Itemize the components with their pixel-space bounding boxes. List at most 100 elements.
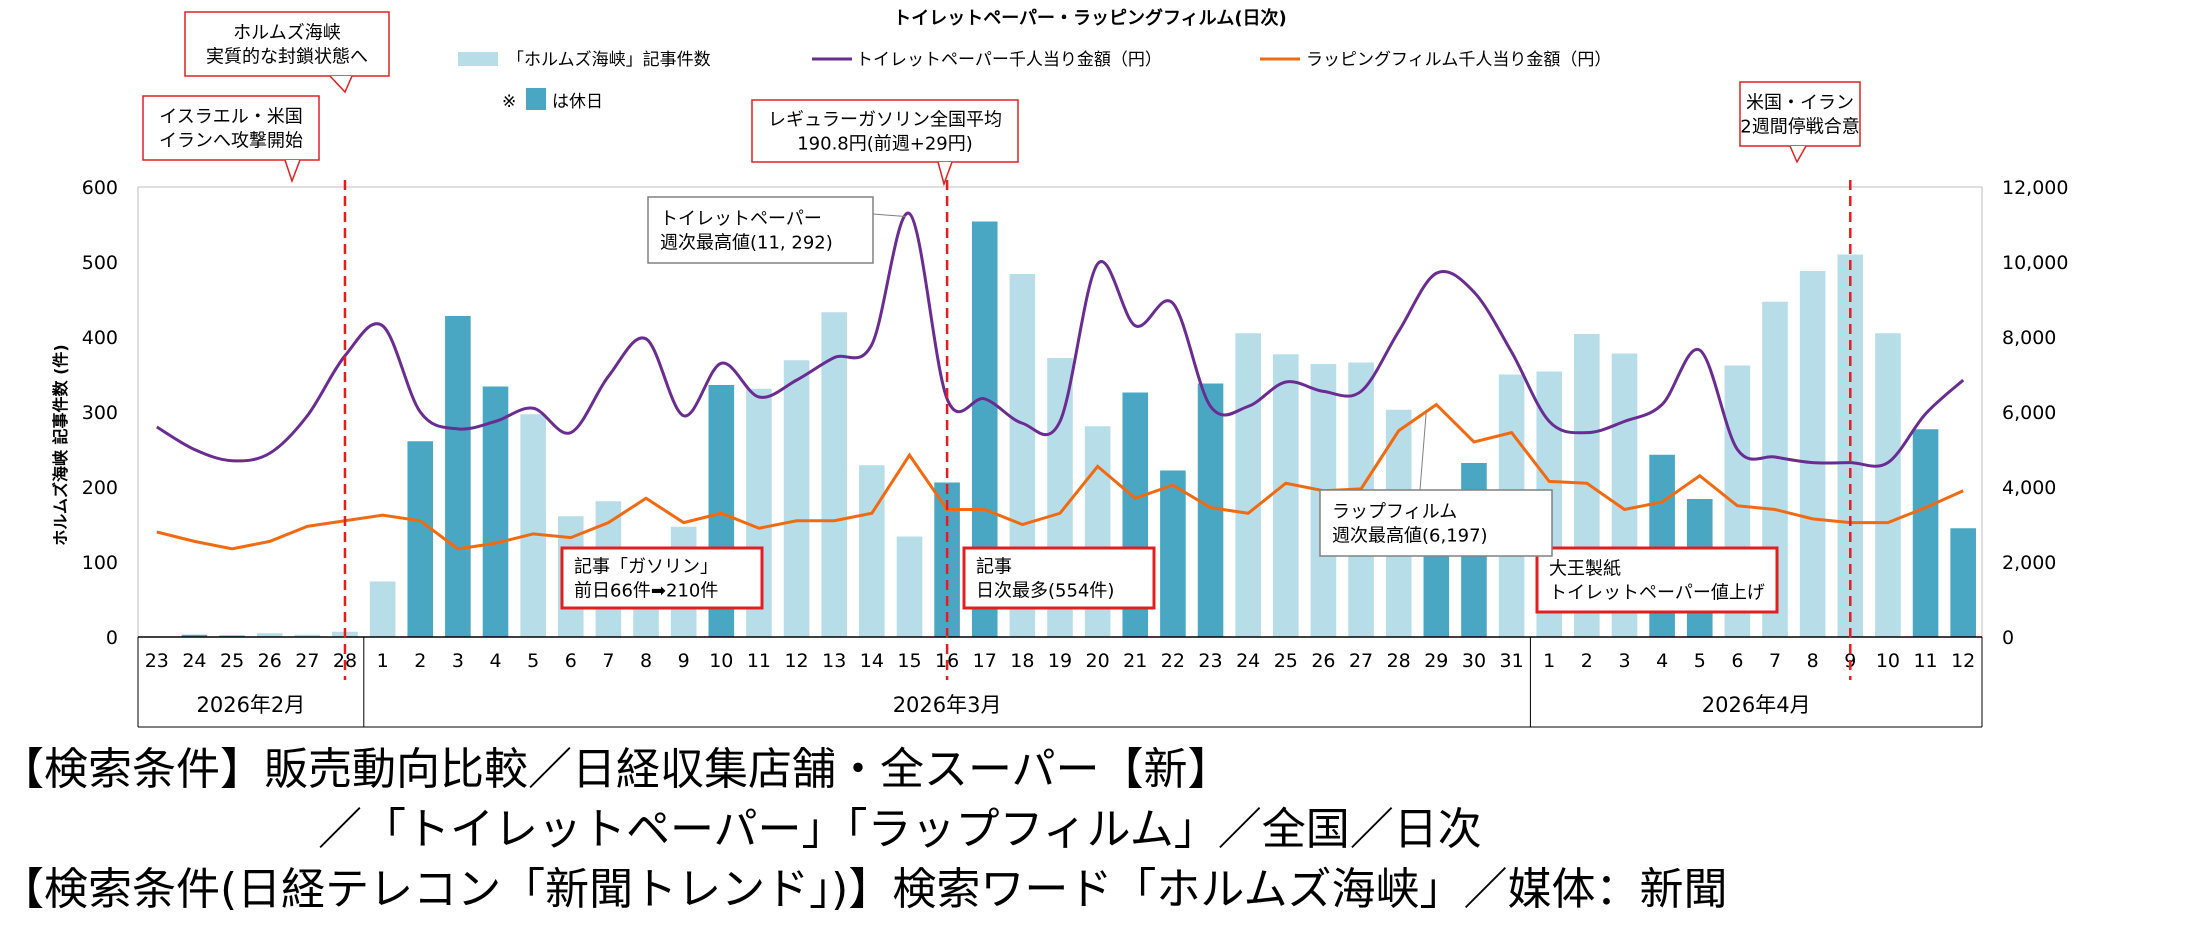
callout-text: イスラエル・米国 [159,106,302,127]
bar [256,633,283,637]
callout-text: 190.8円(前週+29円) [797,134,973,155]
x-tick-label: 6 [565,650,577,672]
bar [1912,429,1939,637]
x-tick-label: 11 [747,650,771,672]
x-tick-label: 7 [1769,650,1781,672]
bar [1235,333,1261,637]
x-tick-label: 5 [527,650,539,672]
legend-bar-swatch [458,52,498,66]
bar [520,414,546,637]
x-tick-label: 2 [1581,650,1593,672]
callout-text: トイレットペーパー値上げ [1549,583,1765,604]
bars [181,221,1976,637]
bar [369,581,396,637]
search-condition-line-1: 【検索条件】販売動向比較／日経収集店舗・全スーパー【新】 [0,744,1232,795]
y-tick-right: 8,000 [2002,327,2056,349]
callout-text: 大王製紙 [1549,558,1621,579]
bar [896,536,923,637]
legend-toilet-label: トイレットペーパー千人当り金額（円） [856,50,1162,70]
callout-text: 2週間停戦合意 [1740,117,1859,138]
search-condition-line-2: ／「トイレットペーパー」「ラップフィルム」／全国／日次 [318,804,1482,855]
callouts: イスラエル・米国イランへ攻撃開始ホルムズ海峡実質的な封鎖状態へレギュラーガソリン… [142,11,1861,614]
month-label: 2026年4月 [1702,693,1811,717]
callout-box: 記事「ガソリン」前日66件➡210件 [560,546,764,610]
wrap-film-line [156,402,1964,551]
callout-frame [1535,546,1779,614]
legend-wrap-label: ラッピングフィルム千人当り金額（円） [1306,50,1611,70]
x-tick-label: 12 [1951,650,1975,672]
x-tick-label: 27 [295,650,319,672]
callout-text: 米国・イラン [1746,92,1854,113]
x-tick-label: 3 [452,650,464,672]
callout-text: ラップフィルム [1332,501,1457,522]
x-tick-label: 1 [1543,650,1555,672]
x-tick-label: 11 [1913,650,1937,672]
event-lines [343,180,1852,680]
callout-frame [1319,489,1553,557]
legend-holiday-label: は休日 [552,92,603,112]
x-tick-label: 10 [709,650,733,672]
bar [783,360,810,637]
callout-text: トイレットペーパー [660,208,822,229]
callout-leader [872,213,906,218]
x-tick-label: 21 [1123,650,1147,672]
x-tick-label: 3 [1618,650,1630,672]
y-tick-right: 12,000 [2002,177,2068,199]
callout-pointer [329,75,353,94]
chart-title: トイレットペーパー・ラッピングフィルム(日次) [893,7,1287,29]
x-tick-label: 20 [1086,650,1110,672]
x-tick-label: 18 [1010,650,1034,672]
x-tick-label: 19 [1048,650,1072,672]
bar [1875,333,1901,637]
x-tick-label: 27 [1349,650,1373,672]
bar [1273,354,1299,637]
x-tick-label: 9 [678,650,690,672]
y-tick-left: 0 [106,627,118,649]
callout-frame [184,11,390,77]
x-tick-label: 7 [602,650,614,672]
y-axis-title: ホルムズ海峡 記事件数 (件) [51,344,70,545]
x-tick-label: 4 [489,650,501,672]
x-tick-label: 26 [1311,650,1335,672]
callout-text: 実質的な封鎖状態へ [206,47,368,68]
bar [859,465,885,637]
y-tick-left: 600 [82,177,118,199]
legend-bar-label: 「ホルムズ海峡」記事件数 [507,50,711,70]
x-tick-label: 13 [822,650,846,672]
month-label: 2026年2月 [196,693,305,717]
callout-text: 記事「ガソリン」 [574,556,718,577]
y-tick-right: 10,000 [2002,252,2068,274]
legend-holiday-prefix: ※ [502,92,516,112]
x-tick-label: 8 [640,650,652,672]
x-tick-label: 24 [1236,650,1260,672]
y-tick-right: 0 [2002,627,2014,649]
callout-frame [1739,81,1861,147]
bar [294,634,321,637]
callout-box: 米国・イラン 2週間停戦合意 [1739,81,1861,164]
bar [1160,470,1186,637]
callout-leader [1419,410,1427,491]
callout-frame [751,99,1019,163]
x-tick-label: 6 [1731,650,1743,672]
x-tick-label: 23 [1198,650,1222,672]
x-tick-label: 15 [897,650,921,672]
callout-text: 記事 [976,556,1012,577]
y-tick-right: 4,000 [2002,477,2056,499]
callout-text: 日次最多(554件) [976,581,1114,602]
bar [445,316,471,637]
callout-box: レギュラーガソリン全国平均 190.8円(前週+29円) [751,99,1019,187]
x-tick-label: 31 [1499,650,1523,672]
x-tick-label: 4 [1656,650,1668,672]
x-tick-label: 23 [145,650,169,672]
x-tick-label: 10 [1876,650,1900,672]
callout-text: イランへ攻撃開始 [159,131,303,152]
legend-holiday-swatch [526,88,546,110]
callout-pointer [284,159,301,184]
y-tick-right: 2,000 [2002,552,2056,574]
x-tick-label: 14 [860,650,884,672]
